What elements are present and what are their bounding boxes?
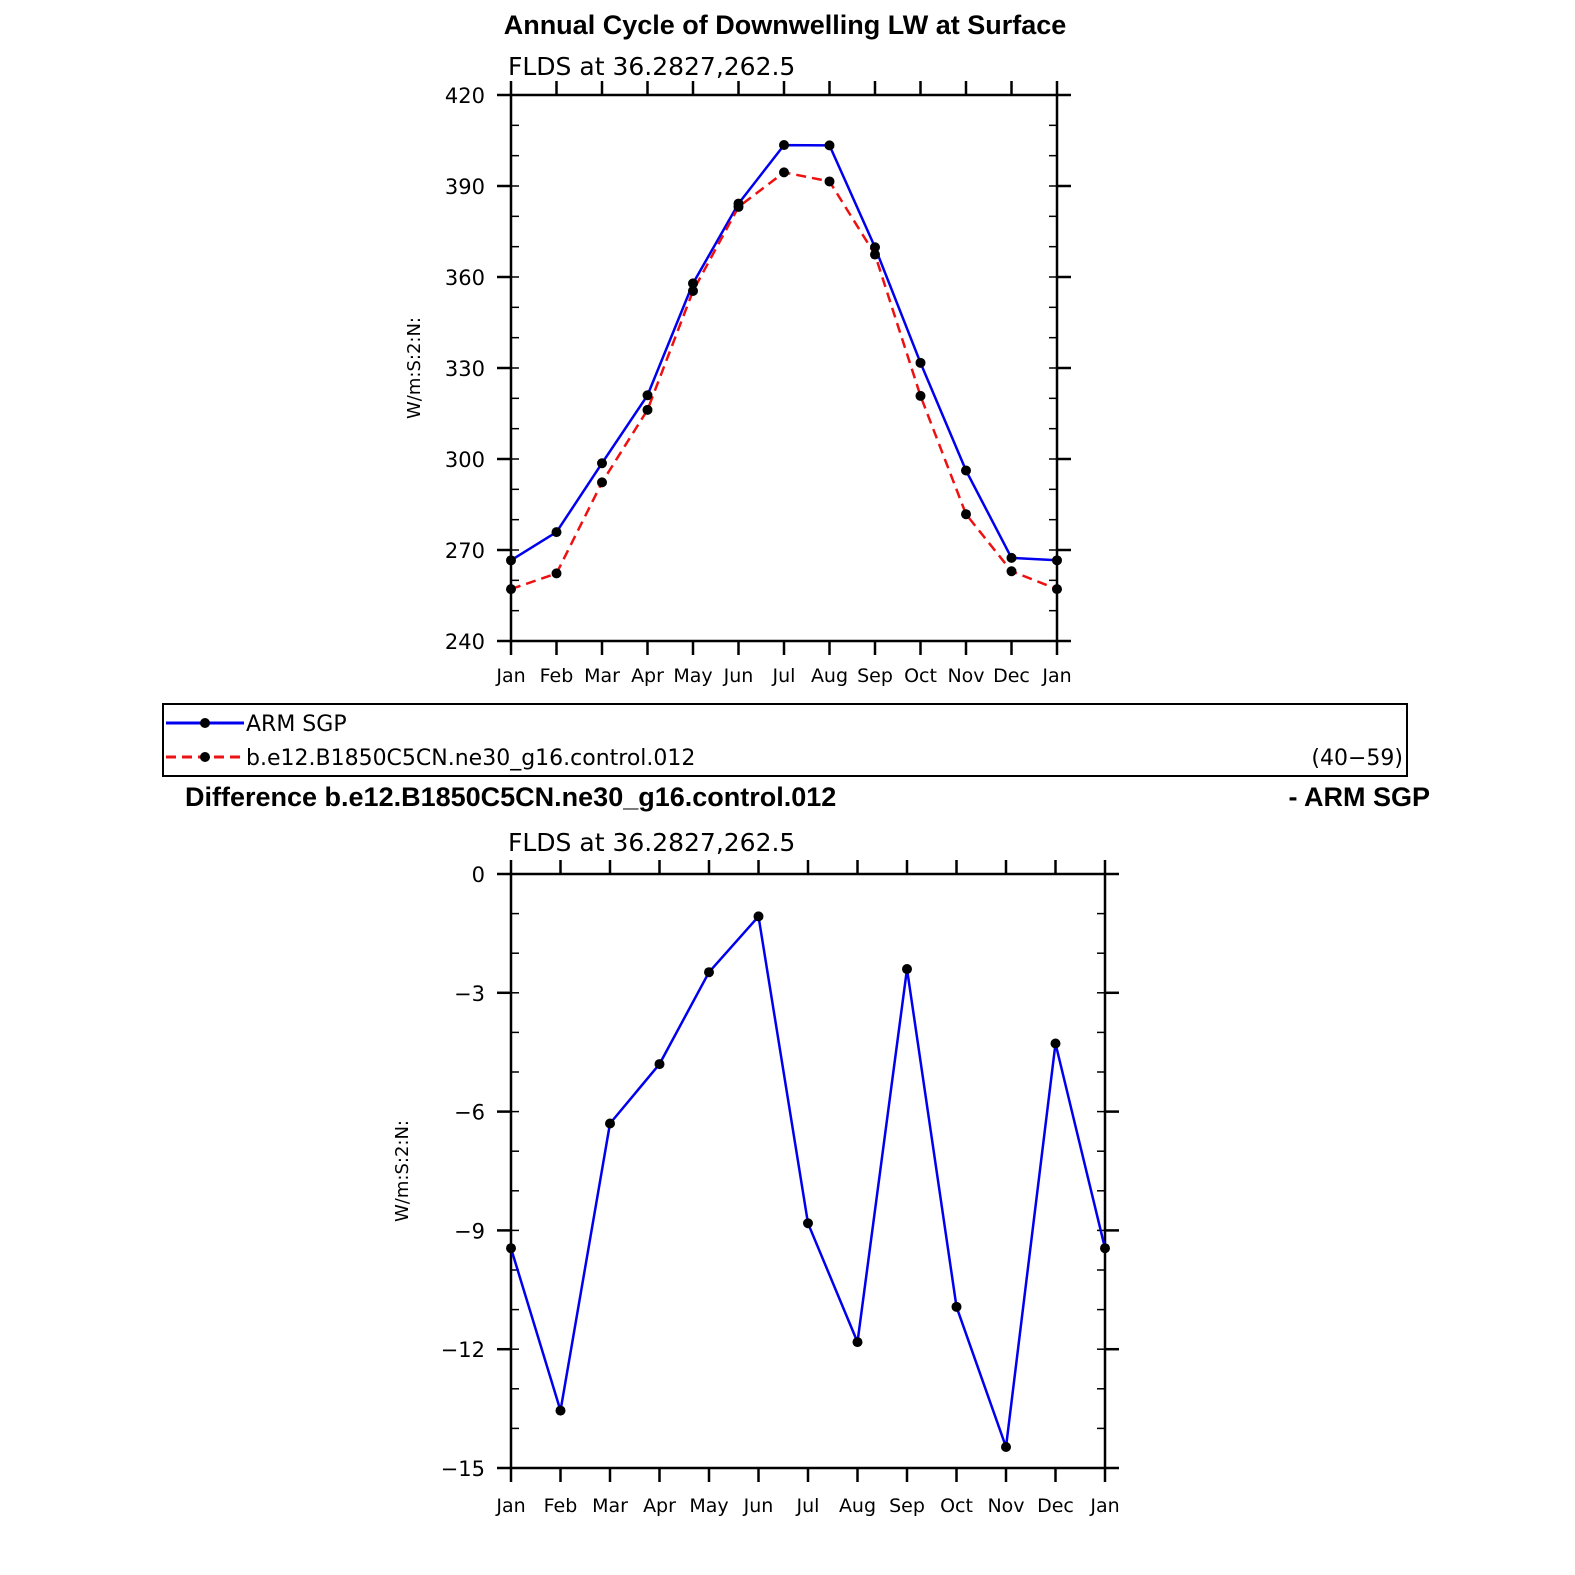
difference-chart: −15 −12 −9 −6 −3 0 Jan Feb Mar Apr May Jun Jul Aug Sep… <box>392 860 1120 1517</box>
top-series-0-point <box>551 527 562 538</box>
top-series-0-point <box>506 555 516 566</box>
top-series-1-point <box>642 404 653 415</box>
top-series-0-point <box>915 357 926 368</box>
diff-xtick-label: Aug <box>839 1495 876 1517</box>
top-series-1-point <box>506 584 516 595</box>
diff-series-0-point <box>852 1337 863 1348</box>
top-series-1-point <box>1006 566 1017 577</box>
top-ytick-label: 300 <box>445 448 485 472</box>
legend: ARM SGP b.e12.B1850C5CN.ne30_g16.control… <box>162 703 1408 777</box>
top-series-0-point <box>597 458 607 469</box>
diff-xtick-label: Jun <box>743 1495 774 1517</box>
diff-xtick-label: May <box>689 1495 728 1517</box>
diff-xtick-label: Nov <box>987 1495 1024 1517</box>
diff-xtick-label: Jan <box>495 1495 525 1517</box>
top-chart: 240 270 300 330 360 390 420 Jan Feb Mar Apr May Jun J… <box>404 81 1072 687</box>
top-ylabel: W/m:S:2:N: <box>404 317 425 419</box>
top-xtick-label: May <box>673 665 712 687</box>
diff-xtick-label: Mar <box>592 1495 628 1517</box>
top-xtick-label: Aug <box>811 665 848 687</box>
top-ytick-label: 240 <box>445 630 485 654</box>
top-xtick-label: Jun <box>723 665 754 687</box>
legend-label-obs: ARM SGP <box>246 712 347 737</box>
diff-chart-subtitle: FLDS at 36.2827,262.5 <box>508 828 795 857</box>
top-series-1-point <box>733 201 744 212</box>
diff-ytick-label: −9 <box>454 1219 485 1243</box>
top-series-0-point <box>779 140 789 151</box>
legend-note-model: (40−59) <box>1311 746 1403 771</box>
top-series-line-1 <box>510 171 1058 591</box>
diff-series-line-0 <box>509 915 1107 1449</box>
diff-xtick-label: Jan <box>1089 1495 1119 1517</box>
top-series-0-point <box>688 278 698 289</box>
top-series-0-point <box>870 242 880 253</box>
diff-series-0-point <box>1050 1038 1061 1049</box>
diff-ylabel: W/m:S:2:N: <box>392 1120 413 1222</box>
legend-marker-model <box>200 752 210 762</box>
top-ytick-label: 420 <box>445 84 485 108</box>
diff-series-0-point <box>753 911 764 922</box>
top-xtick-label: Jul <box>772 665 796 687</box>
top-series-1-point <box>551 568 562 579</box>
top-series-0-point <box>1006 552 1017 563</box>
top-series-0-point <box>1052 555 1062 566</box>
diff-plot-frame <box>509 872 1107 1470</box>
top-ytick-label: 330 <box>445 357 485 381</box>
diff-series-0-point <box>902 964 912 975</box>
top-xtick-label: Dec <box>993 665 1030 687</box>
top-xtick-label: Mar <box>584 665 620 687</box>
diff-series-0-point <box>1100 1243 1110 1254</box>
diff-xtick-label: Dec <box>1037 1495 1074 1517</box>
diff-ytick-label: −12 <box>441 1338 485 1362</box>
top-xtick-label: Jan <box>495 665 525 687</box>
top-series-1-point <box>961 509 971 520</box>
diff-xtick-label: Feb <box>544 1495 578 1517</box>
top-series-0-point <box>824 140 835 151</box>
top-chart-subtitle: FLDS at 36.2827,262.5 <box>508 52 795 81</box>
top-series-0-point <box>642 390 653 401</box>
diff-xtick-label: Apr <box>643 1495 676 1517</box>
diff-series-0-point <box>654 1059 665 1070</box>
diff-series-0-point <box>951 1301 962 1312</box>
top-xtick-label: Nov <box>947 665 984 687</box>
diff-series-0-point <box>704 967 714 978</box>
diff-ytick-label: −15 <box>441 1457 485 1481</box>
top-ytick-label: 390 <box>445 175 485 199</box>
top-xtick-label: Sep <box>857 665 893 687</box>
diff-series-0-point <box>555 1405 566 1416</box>
top-series-1-point <box>597 477 607 488</box>
top-series-1-point <box>870 249 880 260</box>
top-xtick-label: Jan <box>1041 665 1071 687</box>
diff-ytick-label: −6 <box>454 1101 485 1125</box>
top-xtick-label: Apr <box>631 665 664 687</box>
diff-series-0-point <box>803 1218 813 1229</box>
top-series-1-point <box>779 167 789 178</box>
diff-series-0-point <box>506 1243 516 1254</box>
top-xtick-label: Oct <box>904 665 937 687</box>
top-series-1-point <box>915 390 926 401</box>
top-series-1-point <box>688 285 698 296</box>
diff-chart-title-right: - ARM SGP <box>1289 782 1431 812</box>
diff-series-0-point <box>1001 1442 1011 1453</box>
top-xtick-label: Feb <box>540 665 574 687</box>
top-ytick-label: 270 <box>445 539 485 563</box>
diff-chart-title-left: Difference b.e12.B1850C5CN.ne30_g16.cont… <box>185 782 836 812</box>
legend-label-model: b.e12.B1850C5CN.ne30_g16.control.012 <box>246 746 695 771</box>
diff-series-0-point <box>605 1118 615 1129</box>
diff-xtick-label: Jul <box>796 1495 820 1517</box>
diff-ytick-label: −3 <box>454 982 485 1006</box>
top-series-0-point <box>961 465 971 476</box>
legend-marker-obs <box>200 718 210 728</box>
diff-xtick-label: Oct <box>940 1495 973 1517</box>
diff-ytick-label: 0 <box>472 863 485 887</box>
legend-box <box>162 703 1408 777</box>
top-ytick-label: 360 <box>445 266 485 290</box>
diff-xtick-label: Sep <box>889 1495 925 1517</box>
top-series-1-point <box>824 176 835 187</box>
top-series-1-point <box>1052 584 1062 595</box>
top-chart-title: Annual Cycle of Downwelling LW at Surfac… <box>504 10 1067 40</box>
